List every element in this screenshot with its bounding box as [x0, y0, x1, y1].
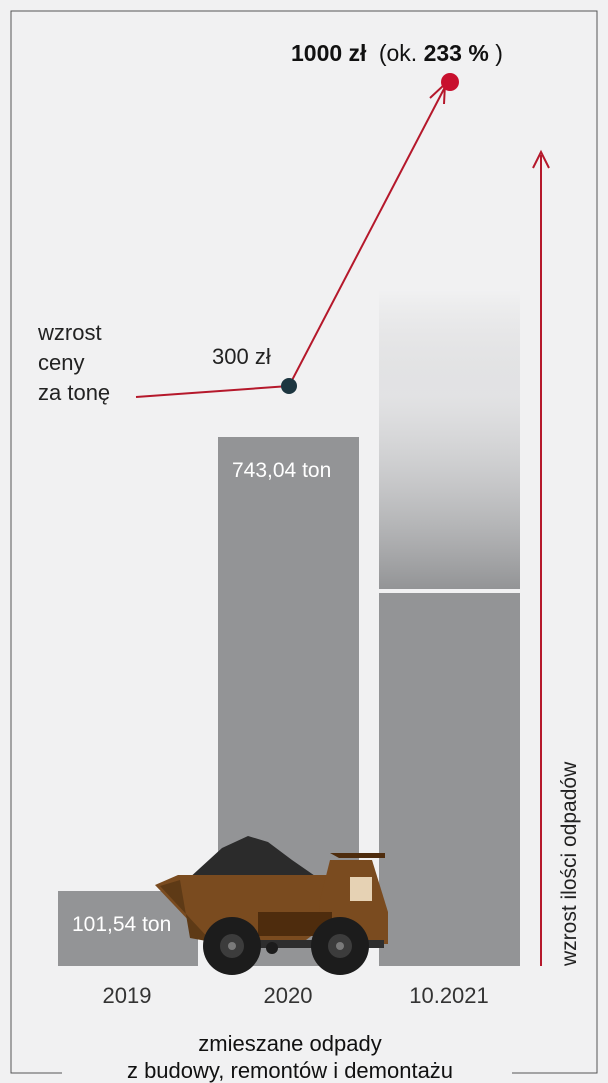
price-label-300: 300 zł — [212, 344, 271, 369]
year-label-2020: 2020 — [264, 983, 313, 1008]
price-point-300 — [281, 378, 297, 394]
price-pct: 233 % — [424, 40, 489, 66]
waste-growth-label: wzrost ilości odpadów — [558, 761, 581, 967]
year-label-2019: 2019 — [103, 983, 152, 1008]
bar-2021 — [379, 593, 520, 966]
price-line-lead — [135, 385, 290, 398]
price-paren-close: ) — [495, 40, 503, 66]
price-line-rise — [288, 86, 446, 387]
price-value-1000: 1000 zł — [291, 40, 367, 66]
dump-truck-icon — [155, 836, 388, 975]
bar-2021-fade — [379, 290, 520, 589]
price-point-1000 — [441, 73, 459, 91]
price-caption-line3: za tonę — [38, 380, 110, 405]
frame-border — [10, 10, 598, 1074]
price-caption-line1: wzrost — [37, 320, 102, 345]
year-label-2021: 10.2021 — [409, 983, 489, 1008]
caption-line2: z budowy, remontów i demontażu — [127, 1058, 453, 1083]
bar-label-2020: 743,04 ton — [232, 459, 331, 482]
price-paren-open: (ok. — [379, 40, 424, 66]
bar-label-2019: 101,54 ton — [72, 913, 171, 936]
price-caption-line2: ceny — [38, 350, 84, 375]
price-label-1000: 1000 zł (ok. 233 % ) — [291, 40, 503, 66]
caption-line1: zmieszane odpady — [198, 1031, 381, 1056]
waste-growth-arrowhead-icon — [532, 149, 550, 169]
